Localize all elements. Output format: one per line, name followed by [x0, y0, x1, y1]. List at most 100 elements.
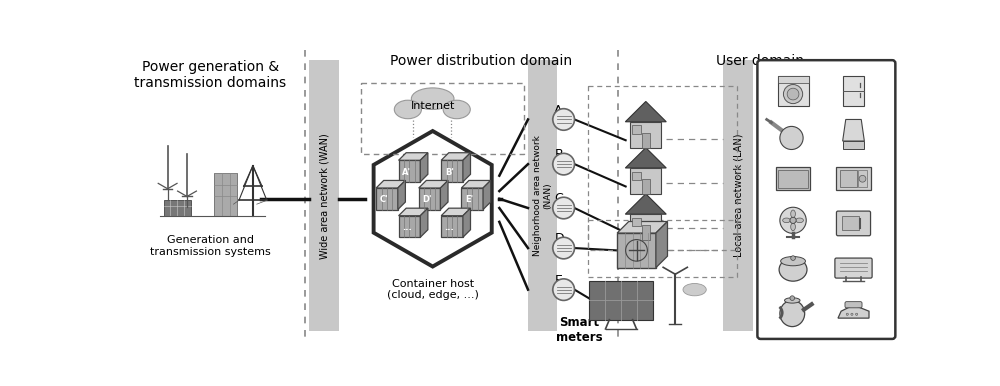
FancyBboxPatch shape — [840, 170, 857, 187]
FancyBboxPatch shape — [399, 216, 420, 237]
Circle shape — [851, 313, 853, 315]
Polygon shape — [376, 180, 405, 188]
Polygon shape — [399, 208, 428, 216]
Text: D': D' — [422, 195, 432, 204]
Ellipse shape — [411, 88, 454, 110]
FancyBboxPatch shape — [630, 168, 661, 194]
Circle shape — [553, 153, 575, 175]
Polygon shape — [398, 180, 405, 210]
FancyBboxPatch shape — [642, 133, 650, 148]
Polygon shape — [374, 131, 492, 267]
Polygon shape — [617, 222, 668, 233]
Circle shape — [859, 175, 866, 182]
FancyBboxPatch shape — [630, 122, 661, 148]
FancyBboxPatch shape — [630, 214, 661, 240]
Text: B': B' — [445, 168, 454, 177]
FancyBboxPatch shape — [528, 60, 557, 331]
Polygon shape — [441, 208, 470, 216]
Circle shape — [790, 217, 796, 223]
FancyBboxPatch shape — [778, 76, 809, 107]
Circle shape — [787, 88, 799, 100]
Text: Neighorhood area network
(NAN): Neighorhood area network (NAN) — [533, 135, 552, 256]
FancyBboxPatch shape — [642, 179, 650, 194]
FancyBboxPatch shape — [214, 173, 237, 216]
Text: User domain: User domain — [716, 54, 804, 68]
FancyBboxPatch shape — [376, 188, 398, 210]
Text: A: A — [554, 104, 563, 117]
Text: E: E — [554, 274, 562, 287]
Ellipse shape — [780, 300, 805, 327]
FancyBboxPatch shape — [843, 76, 864, 107]
Text: Wide area network (WAN): Wide area network (WAN) — [319, 133, 329, 259]
Text: Power distribution domain: Power distribution domain — [390, 54, 573, 68]
Circle shape — [856, 313, 858, 315]
FancyBboxPatch shape — [835, 258, 872, 278]
Text: A': A' — [402, 168, 411, 177]
Polygon shape — [419, 180, 448, 188]
Ellipse shape — [785, 298, 800, 303]
FancyBboxPatch shape — [632, 125, 641, 134]
FancyBboxPatch shape — [776, 167, 810, 190]
Polygon shape — [440, 180, 448, 210]
FancyBboxPatch shape — [632, 172, 641, 180]
Text: Internet: Internet — [410, 102, 455, 112]
Circle shape — [553, 197, 575, 219]
FancyBboxPatch shape — [399, 160, 420, 182]
FancyBboxPatch shape — [642, 225, 650, 240]
FancyBboxPatch shape — [836, 211, 871, 236]
Ellipse shape — [791, 210, 795, 218]
Text: Generation and
transmission systems: Generation and transmission systems — [150, 235, 271, 257]
Ellipse shape — [791, 223, 795, 231]
Circle shape — [783, 85, 803, 103]
Ellipse shape — [783, 218, 790, 223]
Polygon shape — [625, 148, 666, 168]
FancyBboxPatch shape — [843, 141, 864, 149]
Circle shape — [790, 296, 795, 300]
Circle shape — [791, 256, 795, 261]
Polygon shape — [463, 153, 470, 182]
FancyBboxPatch shape — [845, 301, 862, 308]
Text: Smart
meters: Smart meters — [556, 316, 602, 344]
Circle shape — [553, 109, 575, 130]
Circle shape — [553, 237, 575, 259]
Text: Container host
(cloud, edge, ...): Container host (cloud, edge, ...) — [387, 279, 479, 300]
FancyBboxPatch shape — [441, 160, 463, 182]
Polygon shape — [399, 153, 428, 160]
Ellipse shape — [394, 100, 421, 119]
FancyBboxPatch shape — [858, 170, 867, 187]
Text: Local area network (LAN): Local area network (LAN) — [733, 134, 743, 257]
FancyBboxPatch shape — [723, 60, 753, 331]
Text: D: D — [554, 232, 564, 245]
Polygon shape — [843, 120, 864, 141]
Text: ...: ... — [402, 223, 412, 232]
FancyBboxPatch shape — [757, 60, 895, 339]
FancyBboxPatch shape — [617, 233, 656, 268]
FancyBboxPatch shape — [632, 218, 641, 226]
Polygon shape — [625, 194, 666, 214]
FancyBboxPatch shape — [836, 167, 871, 190]
Polygon shape — [463, 208, 470, 237]
Ellipse shape — [781, 257, 805, 266]
Circle shape — [846, 313, 848, 315]
Polygon shape — [838, 305, 869, 318]
FancyBboxPatch shape — [441, 216, 463, 237]
FancyBboxPatch shape — [778, 76, 809, 83]
Ellipse shape — [796, 218, 803, 223]
Polygon shape — [483, 180, 491, 210]
Polygon shape — [625, 102, 666, 122]
Text: Power generation &
transmission domains: Power generation & transmission domains — [134, 60, 286, 90]
Polygon shape — [420, 208, 428, 237]
Circle shape — [780, 207, 806, 234]
Text: C: C — [554, 192, 563, 205]
Ellipse shape — [443, 100, 470, 119]
FancyBboxPatch shape — [164, 200, 191, 216]
FancyBboxPatch shape — [778, 169, 808, 188]
FancyBboxPatch shape — [309, 60, 339, 331]
Polygon shape — [441, 153, 470, 160]
Text: ...: ... — [445, 223, 454, 232]
Text: B: B — [554, 148, 563, 161]
FancyBboxPatch shape — [589, 281, 653, 320]
Polygon shape — [461, 180, 491, 188]
Text: E': E' — [466, 195, 474, 204]
Text: C': C' — [380, 195, 389, 204]
